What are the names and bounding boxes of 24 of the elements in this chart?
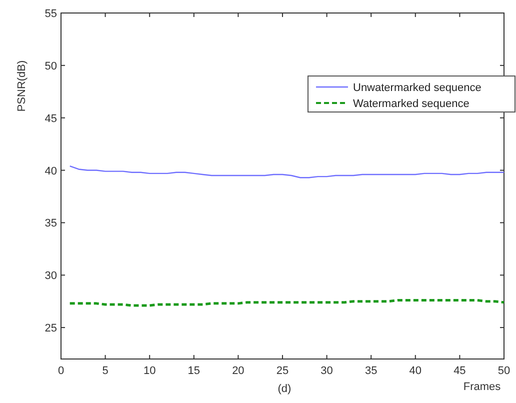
x-tick-label: 25	[276, 365, 289, 377]
y-tick-label: 30	[44, 270, 57, 282]
y-tick-label: 35	[44, 218, 57, 230]
x-tick-label: 15	[188, 365, 200, 377]
y-axis-title: PSNR(dB)	[16, 60, 28, 112]
x-tick-label: 30	[320, 365, 333, 377]
x-tick-label: 35	[364, 365, 378, 377]
legend-label: Watermarked sequence	[353, 98, 470, 110]
x-tick-label: 5	[102, 365, 108, 377]
line-series	[69, 165, 505, 178]
x-tick-label: 20	[232, 365, 244, 377]
x-axis-title: Frames	[463, 381, 502, 393]
x-tick-label: 40	[409, 365, 422, 377]
legend-label: Unwatermarked sequence	[353, 82, 482, 94]
x-tick-label: 10	[143, 365, 156, 377]
text: (d)	[278, 383, 292, 395]
y-tick-label: 55	[44, 8, 57, 20]
y-tick-label: 25	[44, 322, 57, 335]
y-tick-label: 40	[44, 165, 57, 178]
x-tick-label: 45	[454, 365, 466, 377]
y-tick-label: 50	[44, 60, 57, 72]
x-tick-label: 0	[58, 365, 64, 377]
x-tick-label: 50	[498, 365, 510, 377]
y-tick-label: 45	[44, 112, 57, 125]
